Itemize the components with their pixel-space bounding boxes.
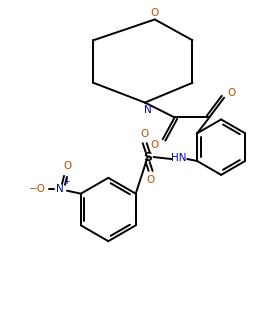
Text: O: O — [151, 7, 159, 17]
Text: O: O — [141, 129, 149, 139]
Text: N: N — [56, 184, 64, 194]
Text: S: S — [143, 151, 152, 164]
Text: O: O — [151, 140, 159, 150]
Text: HN: HN — [170, 153, 186, 163]
Text: O: O — [147, 175, 155, 185]
Text: O: O — [63, 161, 71, 171]
Text: O: O — [227, 88, 235, 98]
Text: +: + — [63, 177, 69, 186]
Text: −O: −O — [29, 184, 46, 194]
Text: N: N — [144, 105, 152, 115]
